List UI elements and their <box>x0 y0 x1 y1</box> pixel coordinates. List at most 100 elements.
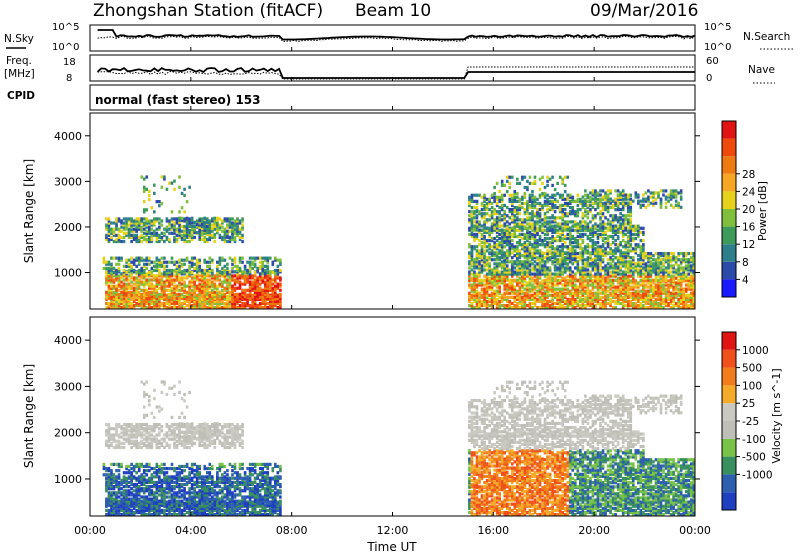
power-cell <box>478 303 481 308</box>
power-cell <box>493 279 496 283</box>
power-cell <box>188 219 191 223</box>
power-cell <box>574 251 577 256</box>
power-cell <box>483 258 486 262</box>
power-cell <box>488 197 491 201</box>
power-cell <box>568 299 572 304</box>
freq-strip: Freq. [MHz] 18 8 60 0 Nave <box>4 54 775 84</box>
power-cell <box>125 217 128 221</box>
power-cell <box>241 235 244 240</box>
power-cell <box>672 291 675 295</box>
power-cell <box>551 272 554 276</box>
power-cell <box>185 200 189 204</box>
power-cell <box>483 197 486 201</box>
power-cell <box>218 233 222 237</box>
power-cell <box>621 287 625 291</box>
power-cell <box>672 258 675 262</box>
power-cell <box>589 299 592 304</box>
power-cell <box>480 216 484 220</box>
power-cell <box>548 208 552 212</box>
power-cell <box>626 295 630 299</box>
power-cell <box>150 296 154 301</box>
power-cell <box>241 270 244 274</box>
power-cell <box>657 260 660 264</box>
power-cell <box>178 175 181 179</box>
power-cell <box>652 270 655 274</box>
power-cell <box>218 303 222 308</box>
power-cell <box>553 251 557 256</box>
power-cell <box>684 299 688 304</box>
power-cell <box>571 228 575 232</box>
power-cell <box>556 205 559 210</box>
power-cell <box>659 299 663 304</box>
power-cell <box>120 272 123 276</box>
power-cell <box>228 235 232 240</box>
power-cell <box>107 229 111 233</box>
power-cell <box>616 247 620 251</box>
power-cell <box>480 268 484 272</box>
power-cell <box>193 301 196 306</box>
power-cell <box>231 296 234 301</box>
power-cell <box>551 208 554 212</box>
power-cell <box>137 260 141 264</box>
power-cell <box>132 237 136 242</box>
power-cell <box>233 227 237 231</box>
power-cell <box>558 289 562 293</box>
power-cell <box>473 270 476 274</box>
power-cell <box>566 258 570 262</box>
power-cell <box>516 247 519 251</box>
power-cell <box>689 303 693 308</box>
power-cell <box>579 266 582 270</box>
power-cell <box>112 301 116 306</box>
power-cell <box>478 222 481 226</box>
power-cell <box>276 296 280 301</box>
power-cell <box>589 289 592 293</box>
power-cell <box>601 260 605 264</box>
power-cell <box>541 203 544 208</box>
power-cell <box>241 219 244 223</box>
power-cell <box>470 197 474 201</box>
power-cell <box>568 279 572 283</box>
power-cell <box>238 306 242 309</box>
power-cell <box>153 231 156 235</box>
power-cell <box>155 299 159 304</box>
power-cell <box>155 233 159 237</box>
power-cell <box>551 287 554 291</box>
power-cell <box>473 287 476 291</box>
power-cell <box>135 233 138 237</box>
power-cell <box>130 227 133 231</box>
power-cell <box>571 283 575 287</box>
power-cell <box>518 228 522 232</box>
power-cell <box>271 278 275 282</box>
power-cell <box>516 264 519 268</box>
power-cell <box>687 251 691 256</box>
power-cell <box>493 297 496 301</box>
power-cell <box>140 296 144 301</box>
power-cell <box>495 306 499 309</box>
power-cell <box>236 268 239 273</box>
power-cell <box>200 290 204 294</box>
power-cell <box>563 281 567 285</box>
power-cell <box>561 218 564 222</box>
power-cell <box>498 278 501 282</box>
power-cell <box>163 284 166 288</box>
power-cell <box>147 221 151 225</box>
power-cell <box>173 239 176 244</box>
power-cell <box>647 293 650 297</box>
power-cell <box>689 299 693 304</box>
power-cell <box>606 258 610 262</box>
power-cell <box>611 230 615 234</box>
power-cell <box>223 229 227 233</box>
power-cell <box>475 193 479 197</box>
power-cell <box>483 230 486 234</box>
power-cell <box>158 227 161 231</box>
power-cell <box>523 274 527 278</box>
power-cell <box>470 264 474 268</box>
power-cell <box>639 266 643 270</box>
power-cell <box>571 301 575 306</box>
power-cell <box>147 306 151 309</box>
power-cell <box>505 270 509 274</box>
power-cell <box>563 214 567 218</box>
power-cell <box>669 266 673 270</box>
power-cell <box>130 306 133 309</box>
power-cell <box>228 221 232 225</box>
